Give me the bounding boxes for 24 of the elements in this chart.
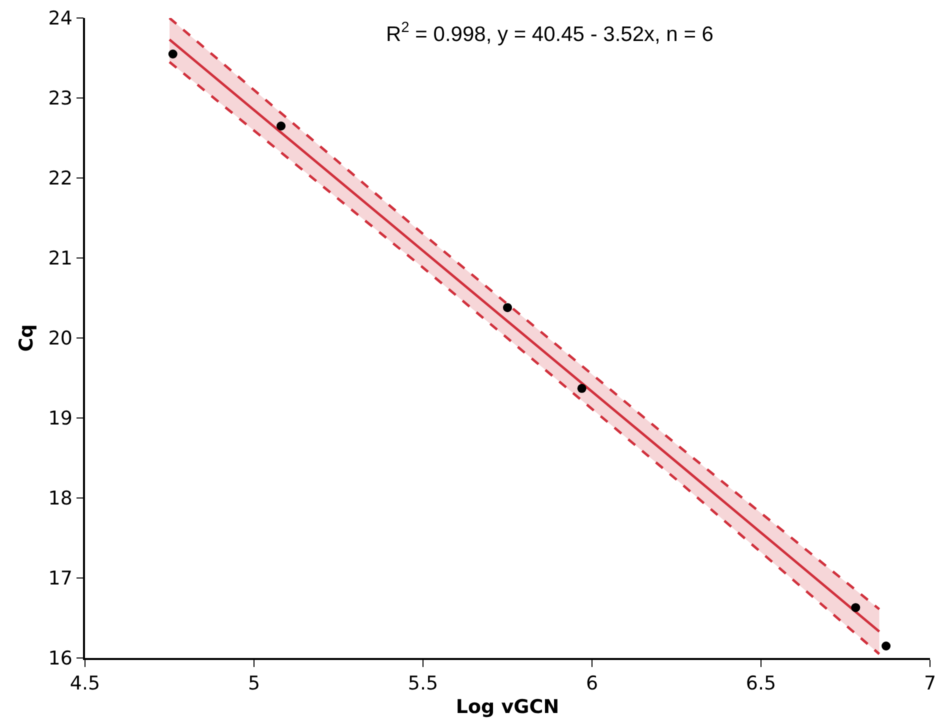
y-tick-label: 24 [48, 8, 72, 30]
y-tick-label: 20 [48, 328, 72, 350]
point [503, 303, 512, 312]
x-tick-label: 4.5 [70, 672, 100, 695]
x-tick-label: 6 [586, 672, 598, 695]
point [577, 384, 586, 393]
y-tick-label: 17 [48, 568, 72, 590]
x-tick-label: 5 [248, 672, 260, 695]
y-axis-title: Cq [16, 324, 38, 352]
y-tick-label: 22 [48, 168, 72, 190]
x-tick-label: 7 [924, 672, 936, 695]
point [276, 122, 286, 130]
y-tick-label: 21 [48, 248, 72, 270]
x-tick-label: 5.5 [408, 672, 438, 695]
x-tick-label: 6.5 [746, 672, 776, 695]
y-tick-label: 18 [48, 488, 72, 510]
point [882, 642, 891, 650]
point [168, 50, 178, 58]
point [851, 603, 860, 612]
y-tick-label: 19 [48, 408, 72, 430]
annotation: R$^{2}$ = 0.998, y = 40.45 - 3.52x, n = 6 [386, 20, 714, 46]
x-axis-title: Log vGCN [456, 696, 560, 718]
y-tick-label: 23 [48, 88, 72, 110]
y-tick-label: 16 [48, 648, 72, 670]
